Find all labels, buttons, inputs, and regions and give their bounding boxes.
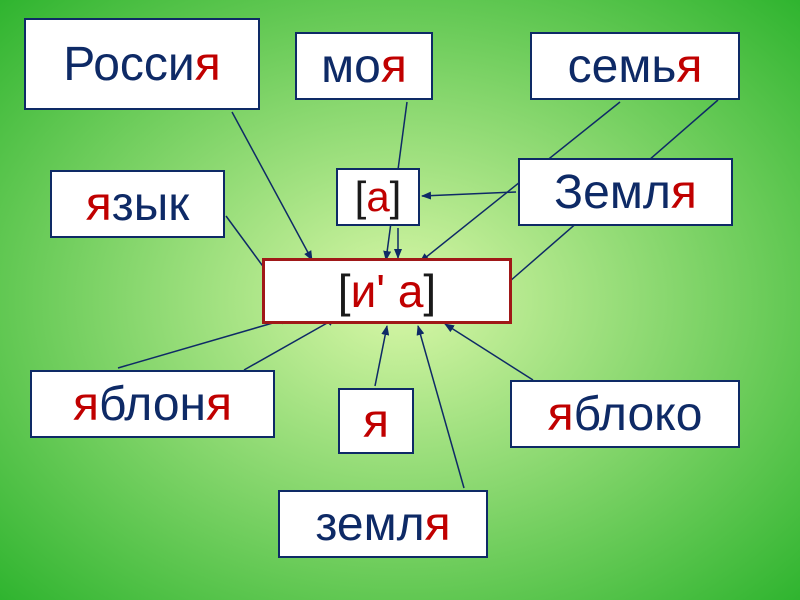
text-segment: я — [86, 177, 112, 232]
text-segment: Росси — [63, 37, 194, 92]
arrow — [118, 318, 290, 368]
word-box-yabloko: яблоко — [510, 380, 740, 448]
arrow — [422, 192, 516, 196]
text-segment: я — [363, 394, 389, 449]
text-segment: [ — [338, 264, 351, 318]
text-segment: блоко — [574, 387, 703, 442]
text-segment: я — [676, 39, 702, 94]
word-box-semya: семья — [530, 32, 740, 100]
word-box-yazyk: язык — [50, 170, 225, 238]
arrow — [418, 326, 464, 488]
text-segment: и — [351, 264, 377, 318]
text-segment: блон — [99, 377, 206, 432]
word-box-zemlya2: Земля — [518, 158, 733, 226]
arrow — [375, 326, 387, 386]
arrow — [232, 112, 312, 260]
diagram-stage: Россиямоясемьяязык[а]Земля[и' а]яблоняяя… — [0, 0, 800, 600]
text-segment: мо — [321, 39, 381, 94]
text-segment: семь — [568, 39, 677, 94]
word-box-moya: моя — [295, 32, 433, 100]
text-segment: я — [206, 377, 232, 432]
word-box-ya: я — [338, 388, 414, 454]
text-segment: я — [73, 377, 99, 432]
word-box-central: [и' а] — [262, 258, 512, 324]
text-segment: я — [548, 387, 574, 442]
word-box-yablonya: яблоня — [30, 370, 275, 438]
text-segment: земл — [315, 497, 424, 552]
text-segment: я — [671, 165, 697, 220]
arrow — [445, 324, 533, 380]
arrow — [244, 318, 336, 370]
text-segment: я — [425, 497, 451, 552]
text-segment: ' а — [376, 264, 423, 318]
text-segment: ] — [390, 173, 402, 221]
word-box-zemlya: земля — [278, 490, 488, 558]
text-segment: Земл — [554, 165, 671, 220]
text-segment: [ — [355, 173, 367, 221]
word-box-a_box: [а] — [336, 168, 420, 226]
text-segment: я — [195, 37, 221, 92]
text-segment: ] — [423, 264, 436, 318]
text-segment: а — [366, 173, 389, 221]
text-segment: я — [381, 39, 407, 94]
text-segment: зык — [112, 177, 190, 232]
word-box-rossiya: Россия — [24, 18, 260, 110]
